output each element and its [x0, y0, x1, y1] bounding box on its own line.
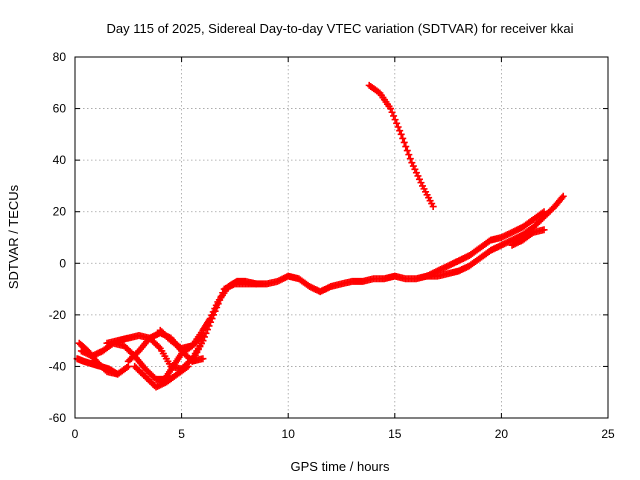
data-point — [199, 355, 207, 363]
data-point-interp — [155, 343, 163, 351]
data-point-interp — [414, 172, 422, 180]
data-point-interp — [388, 108, 396, 116]
data-point-interp — [417, 179, 425, 187]
x-tick-label: 5 — [178, 427, 185, 441]
data-point-interp — [406, 155, 414, 163]
series-sat-f — [131, 362, 192, 391]
x-tick-label: 15 — [388, 427, 402, 441]
data-point-interp — [206, 315, 214, 323]
data-point-interp — [405, 151, 413, 159]
data-point — [540, 226, 548, 234]
data-point-interp — [411, 165, 419, 173]
data-point — [408, 159, 416, 167]
y-tick-label: -20 — [49, 308, 67, 322]
y-axis-label: SDTVAR / TECUs — [6, 184, 21, 289]
data-point-interp — [409, 162, 417, 170]
data-point-interp — [390, 112, 398, 120]
series-sat-d — [103, 331, 207, 373]
data-point — [203, 321, 211, 329]
data-point — [429, 203, 437, 211]
y-tick-label: 60 — [53, 102, 67, 116]
data-point-interp — [211, 305, 219, 313]
x-tick-label: 10 — [282, 427, 296, 441]
y-tick-label: -40 — [49, 359, 67, 373]
data-point-interp — [415, 175, 423, 183]
data-point-interp — [208, 311, 216, 319]
data-point-interp — [402, 143, 410, 151]
data-point-interp — [205, 318, 213, 326]
series-sat-l — [365, 81, 437, 211]
data-point-interp — [396, 127, 404, 135]
series-sat-i — [203, 277, 260, 329]
data-points — [73, 81, 567, 391]
data-point — [387, 105, 395, 113]
y-tick-label: 40 — [53, 153, 67, 167]
data-point-interp — [394, 123, 402, 131]
data-point-interp — [212, 301, 220, 309]
y-tick-label: 20 — [53, 205, 67, 219]
data-point-interp — [539, 209, 547, 217]
x-tick-label: 25 — [601, 427, 615, 441]
data-point-interp — [202, 329, 210, 337]
y-tick-label: 0 — [59, 256, 66, 270]
x-axis-label: GPS time / hours — [291, 459, 390, 474]
tick-labels: 0 5 10 15 20 25 -60 -40 -20 0 20 40 60 80 — [49, 50, 615, 441]
data-point-interp — [391, 116, 399, 124]
plot-frame — [74, 56, 609, 419]
data-point-interp — [200, 333, 208, 341]
series-sat-j — [423, 208, 548, 280]
data-point — [559, 192, 567, 200]
data-point — [540, 208, 548, 216]
data-point-interp — [412, 169, 420, 177]
data-point-interp — [393, 119, 401, 127]
x-tick-label: 20 — [495, 427, 509, 441]
data-point-interp — [399, 134, 407, 142]
data-point — [252, 280, 260, 288]
chart-title: Day 115 of 2025, Sidereal Day-to-day VTE… — [107, 21, 574, 36]
data-point-interp — [400, 138, 408, 146]
data-point — [397, 130, 405, 138]
series-sat-k — [508, 226, 548, 249]
data-point-interp — [403, 147, 411, 155]
x-tick-label: 0 — [72, 427, 79, 441]
data-point — [184, 362, 192, 370]
data-point-interp — [123, 364, 131, 372]
data-point-interp — [209, 308, 217, 316]
y-tick-label: -60 — [49, 411, 67, 425]
data-point-interp — [558, 194, 566, 202]
data-point — [199, 337, 207, 345]
data-point-interp — [182, 364, 190, 372]
y-tick-label: 80 — [53, 50, 67, 64]
